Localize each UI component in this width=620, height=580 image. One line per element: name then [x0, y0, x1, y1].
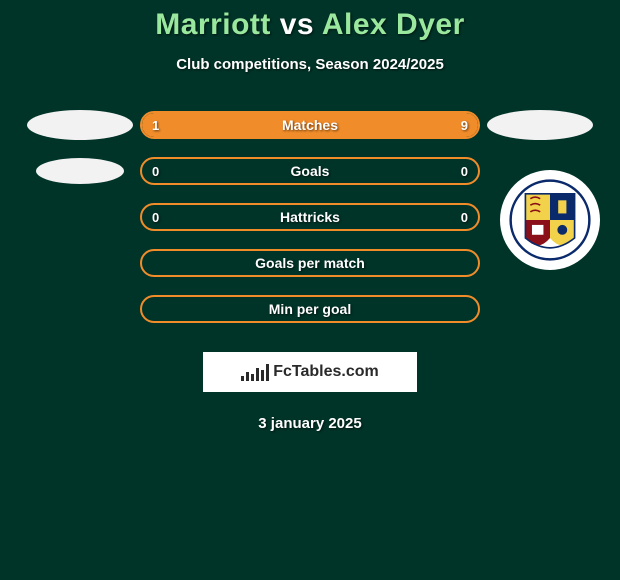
stat-value-left: 1: [152, 113, 159, 137]
logo-bars-icon: [241, 363, 269, 381]
site-logo-text: FcTables.com: [273, 363, 379, 381]
stat-bar: Min per goal: [140, 295, 480, 323]
stat-label: Goals: [142, 159, 478, 183]
player-photo-placeholder: [27, 110, 133, 140]
stat-value-right: 0: [461, 205, 468, 229]
stat-label: Goals per match: [142, 251, 478, 275]
stat-label: Hattricks: [142, 205, 478, 229]
page-title: Marriott vs Alex Dyer: [0, 8, 620, 42]
stat-label: Matches: [142, 113, 478, 137]
left-side-slot: [20, 110, 140, 140]
stat-row: Min per goal: [0, 295, 620, 323]
club-crest: [500, 170, 600, 270]
player1-name: Marriott: [155, 8, 271, 41]
date-text: 3 january 2025: [0, 415, 620, 432]
site-logo[interactable]: FcTables.com: [202, 351, 418, 393]
player2-name: Alex Dyer: [322, 8, 465, 41]
player-photo-placeholder: [487, 110, 593, 140]
stat-value-right: 9: [461, 113, 468, 137]
stat-value-left: 0: [152, 205, 159, 229]
subtitle: Club competitions, Season 2024/2025: [0, 56, 620, 73]
stat-bar: Hattricks0 0: [140, 203, 480, 231]
stat-value-left: 0: [152, 159, 159, 183]
stat-label: Min per goal: [142, 297, 478, 321]
stat-bar: Goals per match: [140, 249, 480, 277]
stat-value-right: 0: [461, 159, 468, 183]
crest-icon: [509, 179, 591, 261]
left-side-slot: [20, 158, 140, 184]
stat-bar: Goals0 0: [140, 157, 480, 185]
stat-bar: Matches1 9: [140, 111, 480, 139]
title-vs: vs: [280, 8, 314, 41]
stat-row: Matches1 9: [0, 111, 620, 139]
right-side-slot: [480, 110, 600, 140]
player-photo-placeholder: [36, 158, 124, 184]
